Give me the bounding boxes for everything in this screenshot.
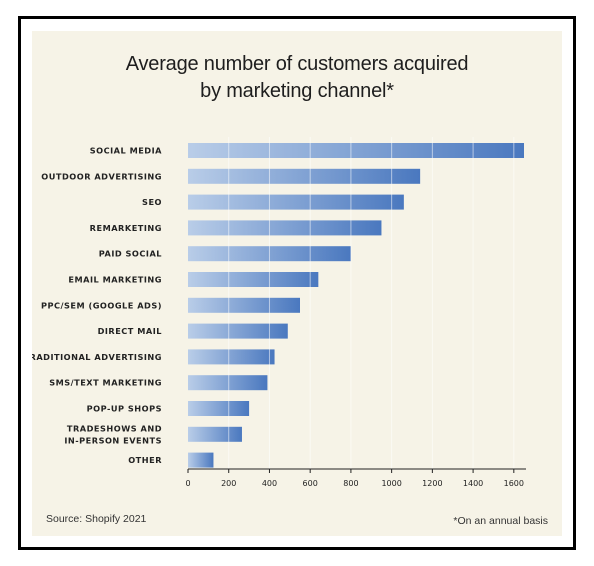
- bar: [188, 272, 319, 287]
- bar: [188, 323, 288, 339]
- bar: [188, 375, 268, 391]
- chart-title-line-1: Average number of customers acquired: [125, 53, 469, 75]
- bar: [188, 220, 382, 236]
- figure-frame: Average number of customers acquired by …: [18, 16, 576, 550]
- category-label: SOCIAL MEDIA: [90, 146, 162, 156]
- x-tick-label: 600: [303, 479, 318, 488]
- category-label: SMS/TEXT MARKETING: [49, 378, 162, 388]
- chart-title-line-2: by marketing channel*: [200, 80, 394, 102]
- category-label: PAID SOCIAL: [99, 249, 162, 259]
- category-label: TRADESHOWS AND: [67, 423, 162, 433]
- category-label: REMARKETING: [90, 223, 162, 233]
- bar: [188, 349, 275, 365]
- chart-panel: Average number of customers acquired by …: [32, 31, 562, 536]
- footnote: *On an annual basis: [453, 515, 548, 527]
- chart-title: Average number of customers acquired by …: [32, 51, 562, 105]
- bar: [188, 168, 421, 184]
- category-label: OTHER: [128, 455, 162, 465]
- category-label: DIRECT MAIL: [98, 326, 162, 336]
- x-tick-label: 0: [185, 479, 190, 488]
- x-tick-label: 1200: [422, 479, 442, 488]
- bar-chart: SOCIAL MEDIA OUTDOOR ADVERTISING SEO REMARK…: [32, 137, 526, 488]
- bar: [188, 143, 524, 158]
- category-label: POP-UP SHOPS: [87, 404, 162, 414]
- x-tick-label: 800: [343, 479, 358, 488]
- x-tick-label: 1000: [381, 479, 401, 488]
- x-tick-label: 200: [221, 479, 236, 488]
- x-tick-label: 1400: [463, 479, 483, 488]
- category-label: IN-PERSON EVENTS: [64, 435, 162, 445]
- source-note: Source: Shopify 2021: [46, 513, 147, 525]
- bar: [188, 452, 214, 468]
- bar: [188, 297, 300, 313]
- category-label: EMAIL MARKETING: [68, 275, 162, 285]
- bar: [188, 401, 250, 416]
- category-label: SEO: [142, 197, 162, 207]
- category-label: TRADITIONAL ADVERTISING: [32, 352, 162, 362]
- category-label: PPC/SEM (GOOGLE ADS): [41, 300, 162, 310]
- bar: [188, 194, 404, 210]
- category-label: OUTDOOR ADVERTISING: [41, 171, 162, 181]
- bar: [188, 426, 242, 442]
- x-tick-label: 400: [262, 479, 277, 488]
- x-tick-label: 1600: [504, 479, 524, 488]
